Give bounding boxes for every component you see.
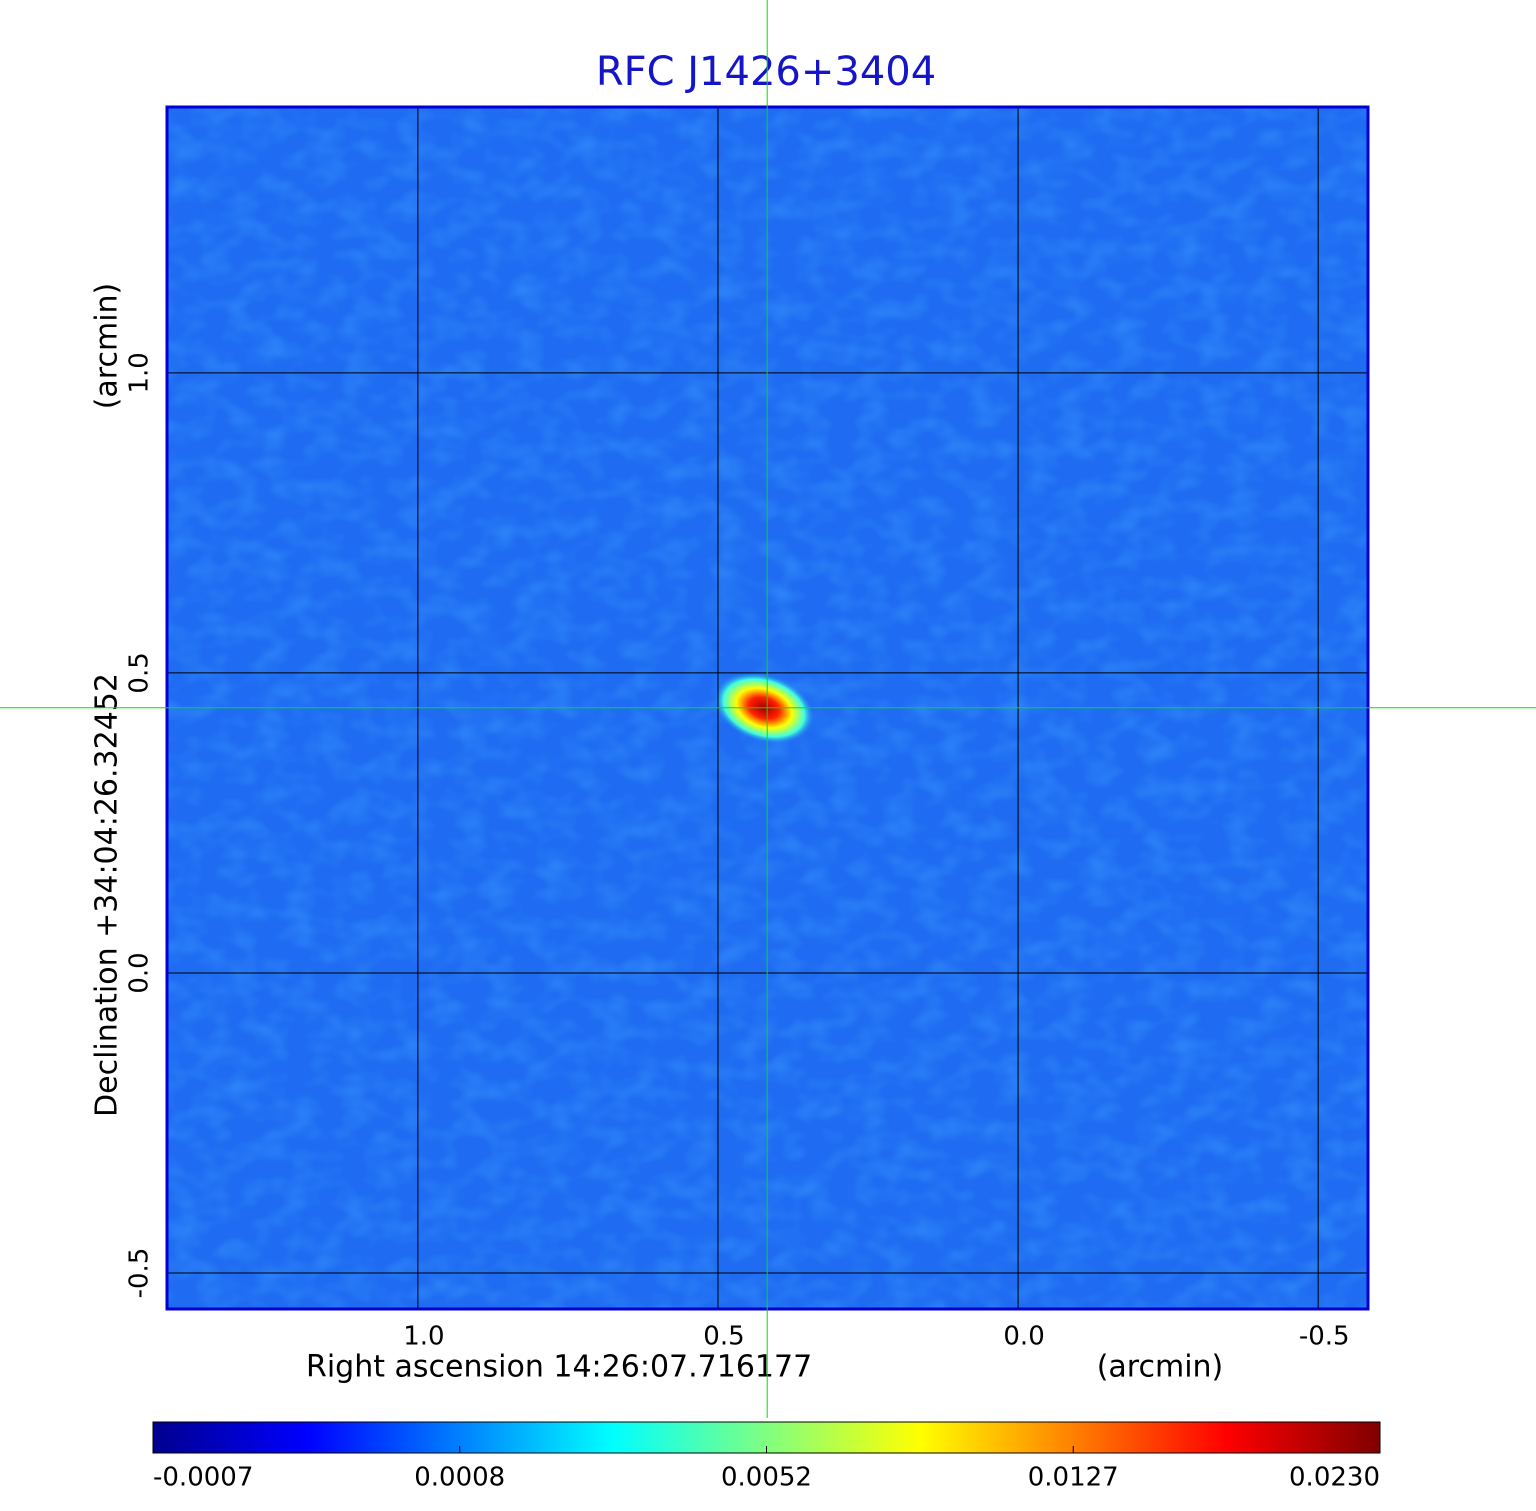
y-tick-label: 0.0 xyxy=(125,952,155,993)
x-tick-label: -0.5 xyxy=(1299,1322,1350,1352)
y-tick-label: -0.5 xyxy=(125,1248,155,1299)
x-tick-label: 0.5 xyxy=(703,1322,744,1352)
colorbar-tick-label: 0.0230 xyxy=(1289,1463,1380,1493)
y-tick-label: 1.0 xyxy=(125,352,155,393)
x-tick-label: 1.0 xyxy=(403,1322,444,1352)
x-axis-unit: (arcmin) xyxy=(1097,1350,1224,1385)
chart-title: RFC J1426+3404 xyxy=(596,49,936,95)
colorbar-tick-label: 0.0008 xyxy=(414,1463,505,1493)
y-axis-unit: (arcmin) xyxy=(90,283,125,410)
y-axis-label: Declination +34:04:26.32452 xyxy=(90,673,125,1117)
x-tick-label: 0.0 xyxy=(1003,1322,1044,1352)
y-tick-label: 0.5 xyxy=(125,652,155,693)
colorbar-tick-label: 0.0052 xyxy=(721,1463,812,1493)
x-axis-label: Right ascension 14:26:07.716177 xyxy=(306,1350,812,1385)
colorbar-tick-label: 0.0127 xyxy=(1028,1463,1119,1493)
colorbar-tick-label: -0.0007 xyxy=(153,1463,253,1493)
